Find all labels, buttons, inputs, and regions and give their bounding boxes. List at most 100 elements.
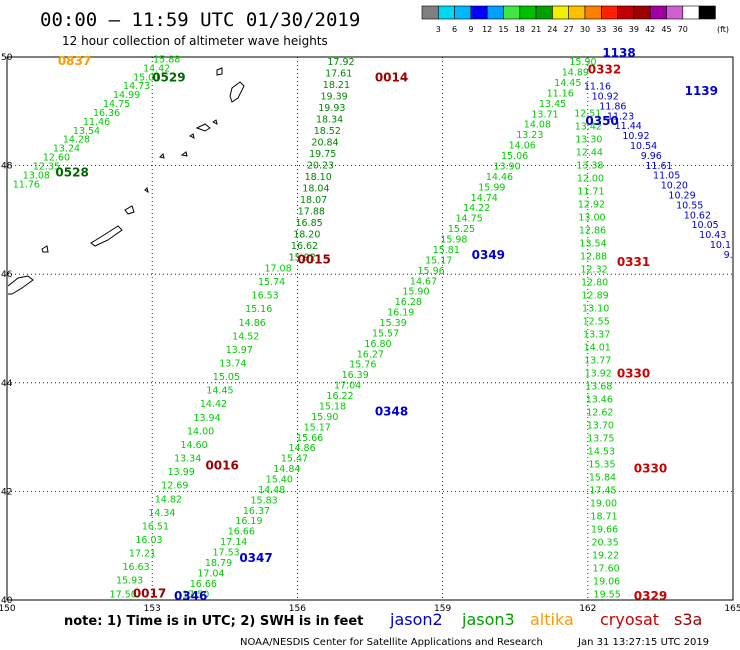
wave-height-value: 9.96 [641,151,662,162]
colorbar-swatch [535,5,553,20]
wave-height-value: 18.79 [205,558,232,569]
wave-height-value: 16.36 [93,108,120,119]
wave-height-value: 15.88 [153,54,180,65]
wave-height-value: 15.93 [116,576,143,587]
wave-height-value: 13.45 [539,99,566,110]
wave-height-value: 16.19 [387,308,414,319]
wave-height-value: 12.35 [33,161,60,172]
colorbar-label: 33 [596,25,606,34]
colorbar-label: 36 [613,25,623,34]
colorbar-swatch [454,5,472,20]
wave-height-value: 16.80 [364,339,391,350]
wave-height-value: 15.99 [478,182,505,193]
wave-height-value: 16.19 [235,516,262,527]
wave-height-value: 19.39 [321,92,348,103]
colorbar-swatch [666,5,684,20]
legend-note: note: 1) Time is in UTC; 2) SWH is in fe… [64,614,363,629]
wave-height-value: 14.42 [143,63,170,74]
wave-height-value: 12.32 [580,265,607,276]
pass-time-label: 0837 [58,54,91,68]
wave-height-value: 19.06 [593,576,620,587]
wave-height-value: 15.74 [258,277,285,288]
wave-height-value: 16.51 [142,521,169,532]
wave-height-value: 12.88 [580,252,607,263]
wave-height-value: 16.28 [395,297,422,308]
wave-height-value: 19.66 [591,524,618,535]
wave-height-value: 10.92 [592,91,619,102]
satellite-tracks: 15.8814.4215.0114.7314.9914.7516.3611.46… [13,54,733,600]
island-9 [124,205,135,215]
wave-height-value: 13.77 [584,356,611,367]
wave-height-value: 18.52 [314,126,341,137]
wave-height-value: 14.46 [486,172,513,183]
wave-height-value: 15.96 [418,266,445,277]
wave-height-value: 13.54 [579,239,606,250]
wave-height-value: 15.16 [245,304,272,315]
wave-height-value: 20.23 [307,161,334,172]
wave-height-value: 14.45 [554,78,581,89]
wave-height-value: 10.54 [630,141,657,152]
colorbar-swatch [584,5,602,20]
island-10 [90,225,123,247]
wave-height-value: 19.55 [594,589,621,600]
wave-height-value: 14.45 [206,386,233,397]
wave-height-value: 15.90 [311,412,338,423]
colorbar-swatch [503,5,521,20]
colorbar-label: 15 [498,25,508,34]
wave-height-value: 17.50 [182,589,209,600]
wave-height-value: 15.05 [213,372,240,383]
colorbar-label: 27 [564,25,574,34]
wave-height-value: 13.71 [531,109,558,120]
wave-height-value: 12.51 [574,109,601,120]
wave-height-value: 15.84 [589,472,616,483]
wave-height-value: 13.42 [575,122,602,133]
wave-height-value: 12.44 [576,148,603,159]
y-tick-label: 50 [1,53,13,63]
y-tick-label: 40 [1,596,13,606]
wave-height-value: 13.23 [516,130,543,141]
pass-time-label: 0015 [297,252,330,266]
wave-height-value: 12.92 [578,200,605,211]
wave-height-value: 13.30 [575,135,602,146]
footer-center: NOAA/NESDIS Center for Satellite Applica… [240,637,543,648]
wave-height-value: 10.43 [699,230,726,241]
colorbar-swatch [633,5,651,20]
wave-height-value: 16.66 [228,527,255,538]
wave-height-value: 13.08 [23,170,50,181]
wave-height-value: 13.54 [73,126,100,137]
wave-height-value: 19.22 [592,550,619,561]
legend-altika: altika [530,610,574,629]
wave-height-value: 14.99 [113,90,140,101]
y-tick-label: 44 [1,379,13,389]
y-tick-label: 42 [1,487,12,497]
wave-height-value: 15.17 [304,422,331,433]
wave-height-value: 14.82 [155,494,182,505]
wave-height-value: 13.99 [168,467,195,478]
wave-height-value: 16.62 [291,241,318,252]
x-tick-label: 150 [0,604,16,614]
pass-time-label: 0331 [617,255,650,269]
pass-time-label: 0332 [588,62,621,76]
wave-height-value: 14.60 [181,440,208,451]
legend-cryosat: cryosat [600,610,659,629]
wave-height-value: 11.46 [83,117,110,128]
wave-height-value: 13.94 [193,413,220,424]
y-tick-label: 46 [1,270,13,280]
wave-height-value: 17.45 [589,485,616,496]
colorbar-swatch [568,5,586,20]
y-tick-label: 48 [1,162,13,172]
x-tick-label: 153 [144,604,161,614]
legend-jason3: jason3 [461,610,515,629]
pass-time-label: 0329 [634,589,667,603]
colorbar-swatch [649,5,667,20]
wave-height-value: 14.75 [455,214,482,225]
wave-height-value: 13.97 [226,345,253,356]
wave-height-value: 14.42 [200,399,227,410]
pass-time-label: 0349 [472,248,505,262]
wave-height-value: 14.06 [509,141,536,152]
colorbar-swatch [486,5,504,20]
wave-height-value: 15.06 [501,151,528,162]
wave-height-value: 15.98 [440,235,467,246]
wave-height-value: 17.04 [334,381,361,392]
x-tick-label: 165 [724,604,740,614]
